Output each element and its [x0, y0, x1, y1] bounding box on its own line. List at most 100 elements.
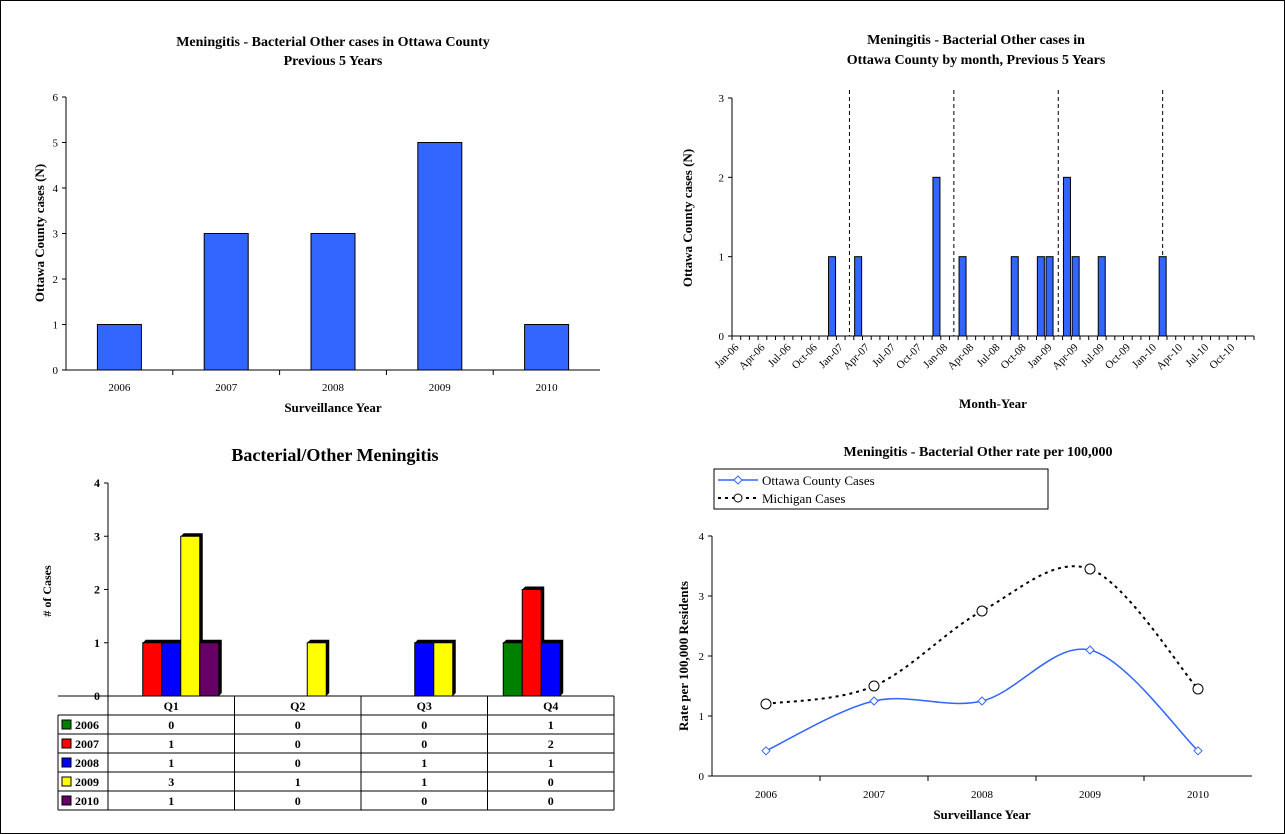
chart3-legend-key-2010 [61, 795, 72, 806]
chart1-y-tick-label: 2 [53, 274, 59, 286]
chart3-table-cell: 0 [295, 718, 301, 732]
chart3-table-cell: 1 [168, 737, 174, 751]
chart2-x-tick-label: Jan-10 [1130, 341, 1160, 371]
chart3-legend-key-2008 [61, 757, 72, 768]
chart3-table-year-label: 2007 [75, 737, 99, 751]
chart3-bar-2007-Q1 [142, 642, 163, 697]
chart2-x-tick-label: Jan-06 [712, 341, 742, 371]
chart4-y-axis-label: Rate per 100,000 Residents [676, 581, 691, 731]
chart2-x-tick-label: Apr-07 [841, 341, 872, 372]
chart3-bar-2007-Q4 [521, 589, 542, 697]
chart2-bar-Mar-07 [854, 256, 863, 337]
chart4-legend-box [713, 468, 1049, 510]
chart3-bar-2009-Q1 [180, 535, 201, 697]
chart4-y-tick-label: 1 [699, 711, 705, 723]
chart4-point-michigan-2006 [760, 698, 772, 710]
chart2-bar-Dec-07 [932, 176, 941, 337]
chart3-table-cell: 0 [295, 756, 301, 770]
chart4-x-tick-label: 2007 [863, 789, 886, 801]
chart2-x-tick-label: Jul-07 [870, 341, 898, 369]
chart1-bar-2009 [417, 142, 463, 371]
chart4-point-michigan-2009 [1084, 563, 1096, 575]
chart1-title-line2: Previous 5 Years [284, 54, 383, 69]
chart2-bar-Apr-09 [1071, 256, 1080, 337]
chart3-bar-2008-Q3 [414, 642, 435, 697]
chart1-y-tick-label: 0 [53, 365, 59, 377]
chart3-legend-key-2009 [61, 776, 72, 787]
chart2-x-tick-label: Jul-08 [975, 341, 1003, 369]
chart3-table-cell: 0 [548, 775, 554, 789]
chart3-table-cell: 1 [421, 756, 427, 770]
chart1-x-tick-label: 2009 [429, 382, 452, 394]
chart4-point-ottawa-2006 [761, 746, 771, 756]
chart4-series-line-1 [765, 565, 1199, 705]
chart2-x-tick-label: Oct-09 [1103, 341, 1133, 371]
chart3-table-year-label: 2009 [75, 775, 99, 789]
chart3-table-cell: 1 [168, 756, 174, 770]
chart1-x-tick-label: 2007 [215, 382, 238, 394]
chart3-table-cell: 0 [421, 737, 427, 751]
chart3-y-tick-label: 4 [94, 476, 100, 490]
chart1-bar-2010 [524, 324, 570, 371]
chart3-table-quarter-header: Q3 [417, 699, 432, 713]
chart2-x-tick-label: Jul-06 [766, 341, 794, 369]
chart4-legend-marker-circle [733, 493, 743, 503]
chart3-bar-2008-Q4 [540, 642, 561, 697]
chart3-table-cell: 3 [168, 775, 174, 789]
chart2-x-tick-label: Oct-06 [790, 341, 820, 371]
chart2-y-tick-label: 2 [719, 172, 725, 184]
chart2-x-tick-label: Jan-09 [1025, 341, 1055, 371]
chart2-y-tick-label: 3 [719, 93, 725, 105]
chart3-table-quarter-header: Q4 [543, 699, 558, 713]
chart1-bar-2007 [203, 233, 249, 371]
chart1-y-tick-label: 4 [53, 183, 59, 195]
chart4-point-michigan-2008 [976, 605, 988, 617]
chart3-table-quarter-header: Q2 [290, 699, 305, 713]
chart2-title-line1: Meningitis - Bacterial Other cases in [867, 33, 1085, 48]
chart2-x-tick-label: Oct-10 [1207, 341, 1237, 371]
chart4-x-axis-label: Surveillance Year [933, 807, 1031, 822]
chart1-y-axis-label: Ottawa County cases (N) [32, 164, 47, 302]
chart4-legend-label: Michigan Cases [762, 491, 845, 506]
chart3-bar-2010-Q1 [199, 642, 220, 697]
chart1-bar-2008 [310, 233, 356, 371]
chart4-x-tick-label: 2008 [971, 789, 994, 801]
chart2-bar-Sep-08 [1010, 256, 1019, 337]
chart2-x-tick-label: Jan-07 [817, 341, 847, 371]
chart2-x-tick-label: Apr-09 [1050, 341, 1081, 372]
chart2-bar-Feb-10 [1158, 256, 1167, 337]
chart3-y-axis-label: # of Cases [40, 565, 54, 617]
chart3-table-cell: 0 [421, 794, 427, 808]
chart3-legend-key-2007 [61, 738, 72, 749]
chart1-x-tick-label: 2006 [108, 382, 131, 394]
chart2-x-tick-label: Apr-08 [946, 341, 977, 372]
chart3-y-tick-label: 3 [94, 529, 100, 543]
chart4-x-tick-label: 2009 [1079, 789, 1102, 801]
chart2-bar-Dec-06 [828, 256, 837, 337]
chart3-bar-2009-Q2 [306, 642, 327, 697]
chart4-legend-marker-diamond [733, 475, 743, 485]
chart4-x-tick-label: 2010 [1187, 789, 1210, 801]
chart2-bar-Jul-09 [1097, 256, 1106, 337]
chart4-y-tick-label: 3 [699, 591, 705, 603]
chart2-x-tick-label: Oct-08 [998, 341, 1028, 371]
chart4-point-michigan-2010 [1192, 683, 1204, 695]
chart2-bar-Jan-09 [1045, 256, 1054, 337]
chart4-point-ottawa-2010 [1193, 746, 1203, 756]
chart2-x-tick-label: Oct-07 [894, 341, 924, 371]
chart3-legend-key-2006 [61, 719, 72, 730]
chart3-table-quarter-header: Q1 [164, 699, 179, 713]
chart2-x-tick-label: Jul-10 [1183, 341, 1211, 369]
chart3-y-tick-label: 2 [94, 583, 100, 597]
chart1-y-tick-label: 6 [53, 92, 59, 104]
chart3-y-tick-label: 1 [94, 636, 100, 650]
chart4-point-ottawa-2008 [977, 696, 987, 706]
chart3-bar-2008-Q1 [161, 642, 182, 697]
chart1-x-tick-label: 2008 [322, 382, 345, 394]
chart3-table-cell: 0 [421, 718, 427, 732]
chart3-bar-2006-Q4 [502, 642, 523, 697]
chart3-table-cell: 1 [421, 775, 427, 789]
chart1-bar-2006 [96, 324, 142, 371]
chart1-title-line1: Meningitis - Bacterial Other cases in Ot… [176, 35, 490, 50]
chart4-point-michigan-2007 [868, 680, 880, 692]
